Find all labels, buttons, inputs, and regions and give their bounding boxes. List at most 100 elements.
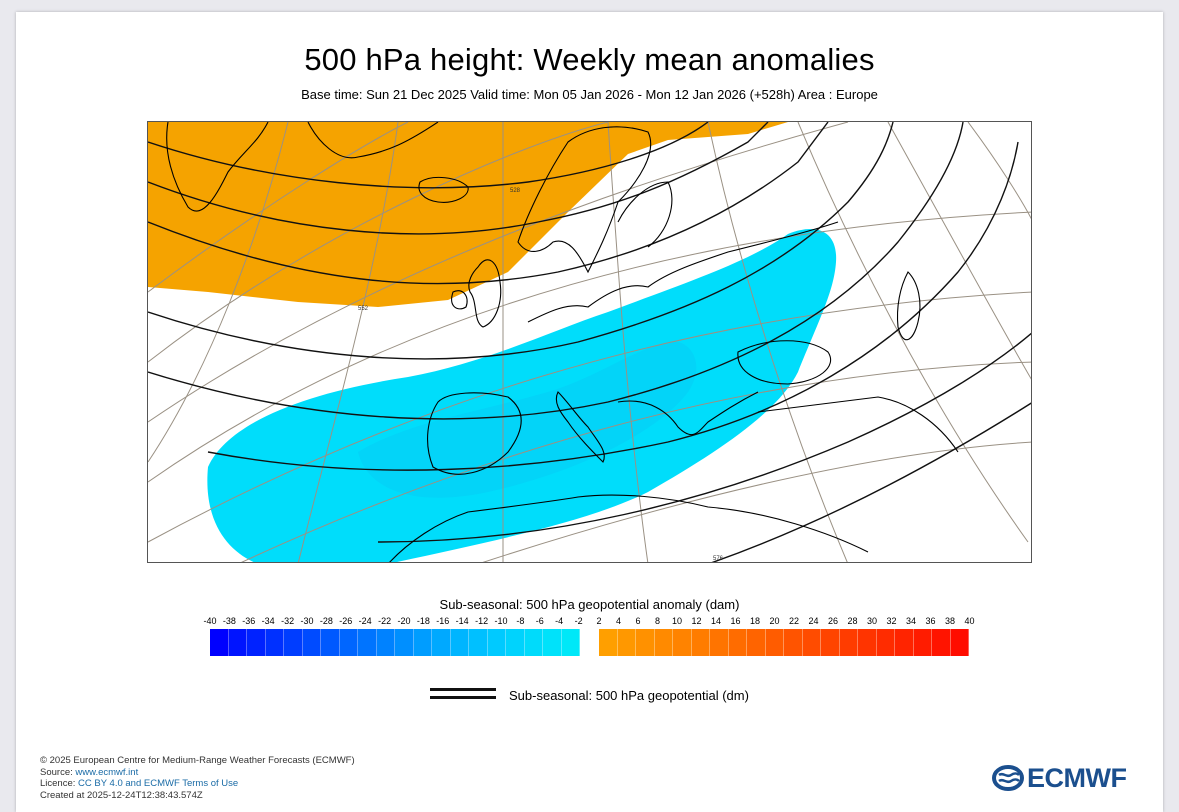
tick-label: -16: [436, 616, 450, 626]
tick-label: -38: [222, 616, 236, 626]
tick-label: 14: [710, 616, 722, 626]
tick-label: 40: [964, 616, 975, 626]
tick-label: 26: [827, 616, 839, 626]
contour-line-label: Sub-seasonal: 500 hPa geopotential (dm): [509, 688, 749, 703]
tick-label: 6: [635, 616, 641, 626]
tick-label: 2: [596, 616, 602, 626]
europe-anomaly-map: 552 528 576: [147, 121, 1032, 563]
contour-line-swatch: [430, 687, 496, 701]
tick-label: -2: [574, 616, 583, 626]
ecmwf-logo-icon: [991, 764, 1025, 792]
tick-label: -8: [516, 616, 525, 626]
tick-label: -30: [300, 616, 314, 626]
colorbar-cell: [487, 629, 506, 656]
tick-label: -14: [455, 616, 469, 626]
colorbar-cell: [765, 629, 784, 656]
colorbar-cell: [673, 629, 692, 656]
chart-subtitle: Base time: Sun 21 Dec 2025 Valid time: M…: [301, 87, 878, 102]
colorbar-cell: [284, 629, 303, 656]
colorbar-cell: [543, 629, 562, 656]
tick-label: -20: [397, 616, 411, 626]
colorbar-cell: [302, 629, 321, 656]
colorbar-cell: [376, 629, 395, 656]
tick-label: 34: [905, 616, 917, 626]
colorbar-cell: [413, 629, 432, 656]
tick-label: 4: [615, 616, 622, 626]
colorbar-cell: [524, 629, 543, 656]
colorbar-cell: [339, 629, 358, 656]
colorbar-cell: [747, 629, 766, 656]
colorbar-cell: [950, 629, 969, 656]
tick-label: -12: [475, 616, 489, 626]
colorbar-negative: [210, 629, 580, 656]
tick-label: -4: [555, 616, 564, 626]
tick-label: -32: [281, 616, 295, 626]
tick-label: 12: [691, 616, 702, 626]
colorbar-cell: [617, 629, 636, 656]
colorbar-cell: [228, 629, 247, 656]
colorbar-ticks: -40 -38 -36 -34 -32 -30 -28 -26 -24 -22 …: [16, 616, 1163, 628]
tick-label: 8: [654, 616, 661, 626]
colorbar-cell: [858, 629, 877, 656]
tick-label: -18: [416, 616, 430, 626]
colorbar-cell: [636, 629, 655, 656]
colorbar-cell: [469, 629, 488, 656]
tick-label: -34: [261, 616, 275, 626]
colorbar-cell: [561, 629, 580, 656]
licence-link[interactable]: CC BY 4.0 and ECMWF Terms of Use: [78, 778, 239, 789]
colorbar-cell: [876, 629, 895, 656]
tick-label: -28: [319, 616, 333, 626]
colorbar-cell: [432, 629, 451, 656]
tick-label: -6: [535, 616, 544, 626]
colorbar-cell: [506, 629, 525, 656]
source-line: Source: www.ecmwf.int: [40, 766, 139, 778]
colorbar-title: Sub-seasonal: 500 hPa geopotential anoma…: [439, 597, 740, 612]
negative-anomaly-region: [207, 229, 837, 562]
colorbar-cell: [913, 629, 932, 656]
licence-line: Licence: CC BY 4.0 and ECMWF Terms of Us…: [40, 778, 239, 789]
colorbar-cell: [265, 629, 284, 656]
contour-label-528: 528: [510, 188, 521, 194]
colorbar-cell: [210, 629, 229, 656]
colorbar-cell: [450, 629, 469, 656]
colorbar-cell: [821, 629, 840, 656]
colorbar-cell: [654, 629, 673, 656]
colorbar-cell: [932, 629, 951, 656]
colorbar-positive: [599, 629, 969, 656]
colorbar-cell: [358, 629, 377, 656]
ecmwf-logo: ECMWF: [991, 762, 1127, 794]
copyright-text: © 2025 European Centre for Medium-Range …: [40, 755, 355, 766]
tick-label: 20: [769, 616, 780, 626]
tick-label: 30: [866, 616, 878, 626]
colorbar-cell: [728, 629, 747, 656]
tick-label: -40: [203, 616, 217, 626]
tick-label: -22: [378, 616, 392, 626]
tick-label: 22: [788, 616, 800, 626]
source-link[interactable]: www.ecmwf.int: [75, 766, 139, 778]
tick-label: -36: [242, 616, 256, 626]
ecmwf-logo-text: ECMWF: [1027, 762, 1127, 793]
tick-label: -10: [494, 616, 508, 626]
tick-label: 10: [671, 616, 683, 626]
tick-label: 32: [886, 616, 897, 626]
colorbar-cell: [691, 629, 710, 656]
colorbar-cell: [247, 629, 266, 656]
colorbar-cell: [395, 629, 414, 656]
colorbar-cell: [321, 629, 340, 656]
colorbar-cell: [895, 629, 914, 656]
chart-sheet: 500 hPa height: Weekly mean anomalies Ba…: [16, 12, 1163, 812]
contour-label-552: 552: [358, 306, 369, 312]
created-timestamp: Created at 2025-12-24T12:38:43.574Z: [40, 789, 203, 801]
colorbar-cell: [599, 629, 618, 656]
colorbar-cell: [710, 629, 729, 656]
tick-label: 18: [749, 616, 761, 626]
colorbar-cell: [802, 629, 821, 656]
tick-label: 16: [730, 616, 741, 626]
tick-label: 28: [847, 616, 858, 626]
tick-label: 24: [808, 616, 819, 626]
footer: © 2025 European Centre for Medium-Range …: [40, 755, 355, 801]
colorbar-cell: [839, 629, 858, 656]
tick-label: 38: [944, 616, 956, 626]
tick-label: 36: [925, 616, 936, 626]
tick-label: -24: [358, 616, 372, 626]
